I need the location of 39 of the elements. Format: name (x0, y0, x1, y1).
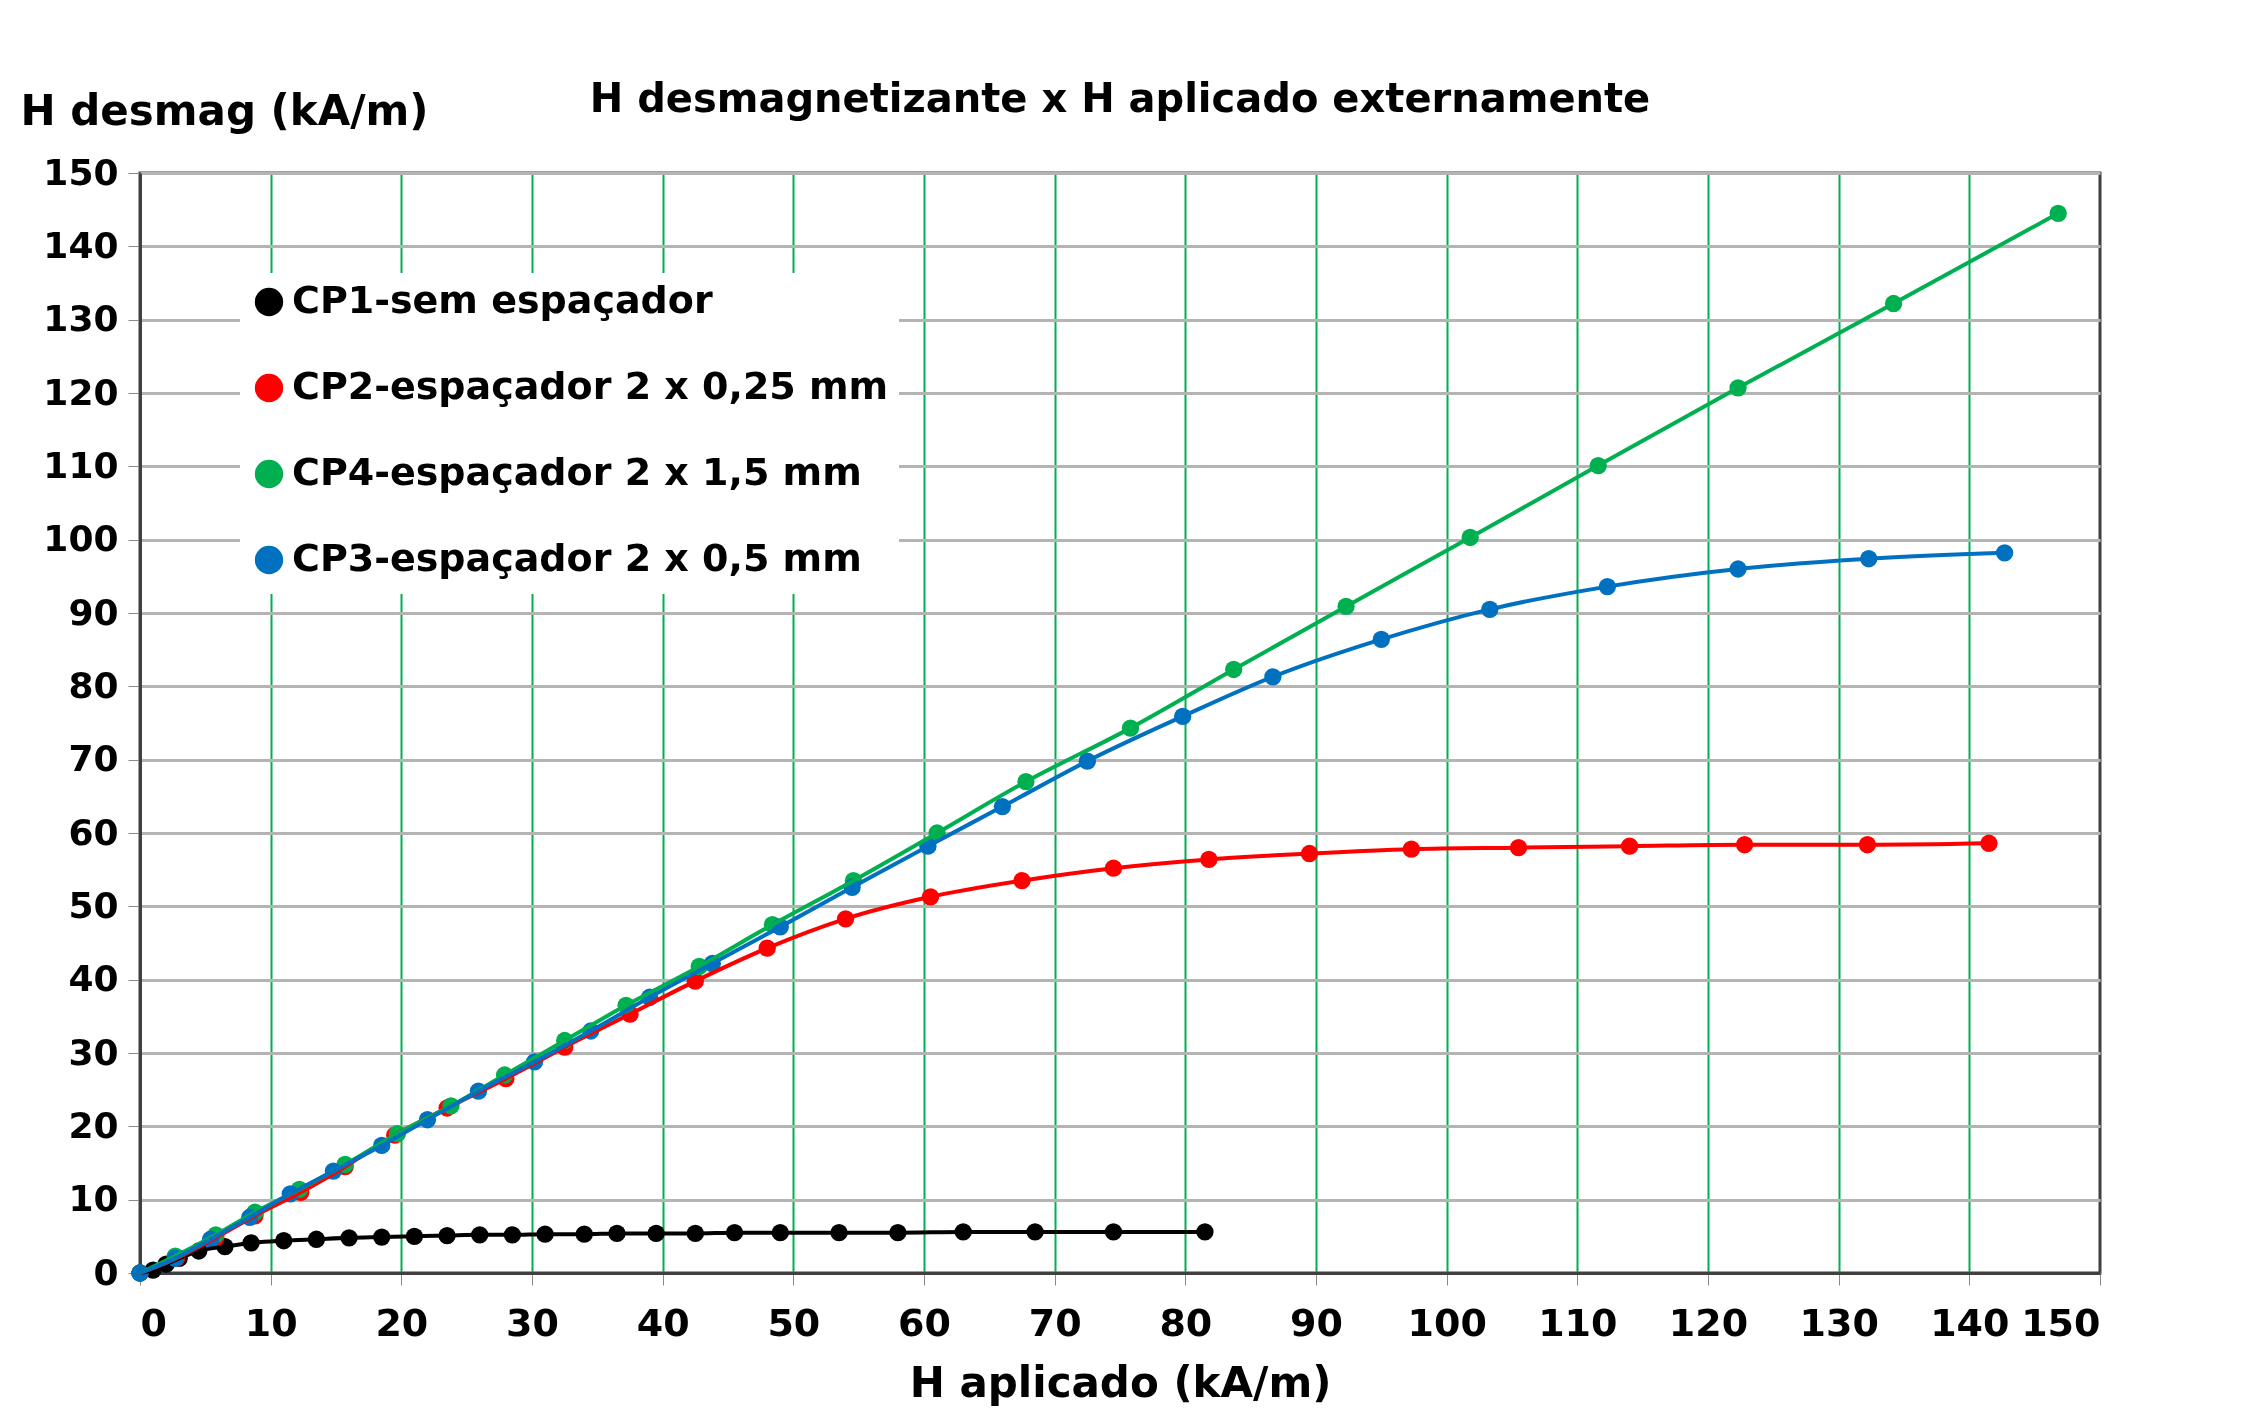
x-tick-label: 130 (1799, 1300, 1879, 1345)
x-tick-label: 70 (1028, 1300, 1082, 1345)
x-tick-label: 30 (506, 1300, 559, 1345)
y-tick-label: 70 (68, 738, 119, 780)
y-tick-label: 100 (43, 518, 119, 560)
y-tick-label: 30 (68, 1031, 119, 1073)
x-tick-label: 150 (2021, 1300, 2101, 1345)
x-tick-label: 40 (636, 1300, 690, 1345)
y-tick-label: 10 (68, 1178, 119, 1220)
y-tick-label: 140 (43, 224, 119, 266)
x-tick-label: 100 (1407, 1300, 1487, 1345)
y-tick-label: 40 (68, 958, 119, 1000)
x-axis-title: H aplicado (kA/m) (909, 1357, 1332, 1407)
y-tick-label: 150 (43, 151, 119, 193)
legend-label: CP3-espaçador 2 x 0,5 mm (292, 536, 862, 580)
x-tick-label: 60 (898, 1300, 951, 1345)
y-tick-label: 0 (93, 1251, 119, 1293)
y-tick-label: 110 (43, 444, 119, 486)
y-tick-label: 120 (43, 371, 119, 413)
y-tick-label: 80 (68, 664, 119, 706)
y-tick-label: 60 (68, 811, 119, 853)
y-tick-label: 50 (68, 884, 119, 926)
x-tick-label: 50 (767, 1300, 821, 1345)
x-tick-label: 0 (140, 1300, 167, 1345)
y-tick-label: 20 (68, 1104, 119, 1146)
x-tick-label: 140 (1930, 1300, 2010, 1345)
y-tick-label: 90 (68, 591, 119, 633)
legend-label: CP2-espaçador 2 x 0,25 mm (292, 364, 889, 408)
y-tick-label: 130 (43, 298, 119, 340)
x-tick-label: 110 (1538, 1300, 1618, 1345)
chart-title: H desmagnetizante x H aplicado externamente (589, 75, 1651, 121)
y-axis-title: H desmag (kA/m) (20, 85, 429, 135)
x-tick-label: 90 (1290, 1300, 1343, 1345)
legend-label: CP1-sem espaçador (292, 278, 713, 322)
x-tick-label: 10 (244, 1300, 298, 1345)
x-tick-label: 20 (375, 1300, 429, 1345)
legend-label: CP4-espaçador 2 x 1,5 mm (292, 450, 862, 494)
x-tick-label: 120 (1668, 1300, 1749, 1345)
x-tick-label: 80 (1159, 1300, 1213, 1345)
